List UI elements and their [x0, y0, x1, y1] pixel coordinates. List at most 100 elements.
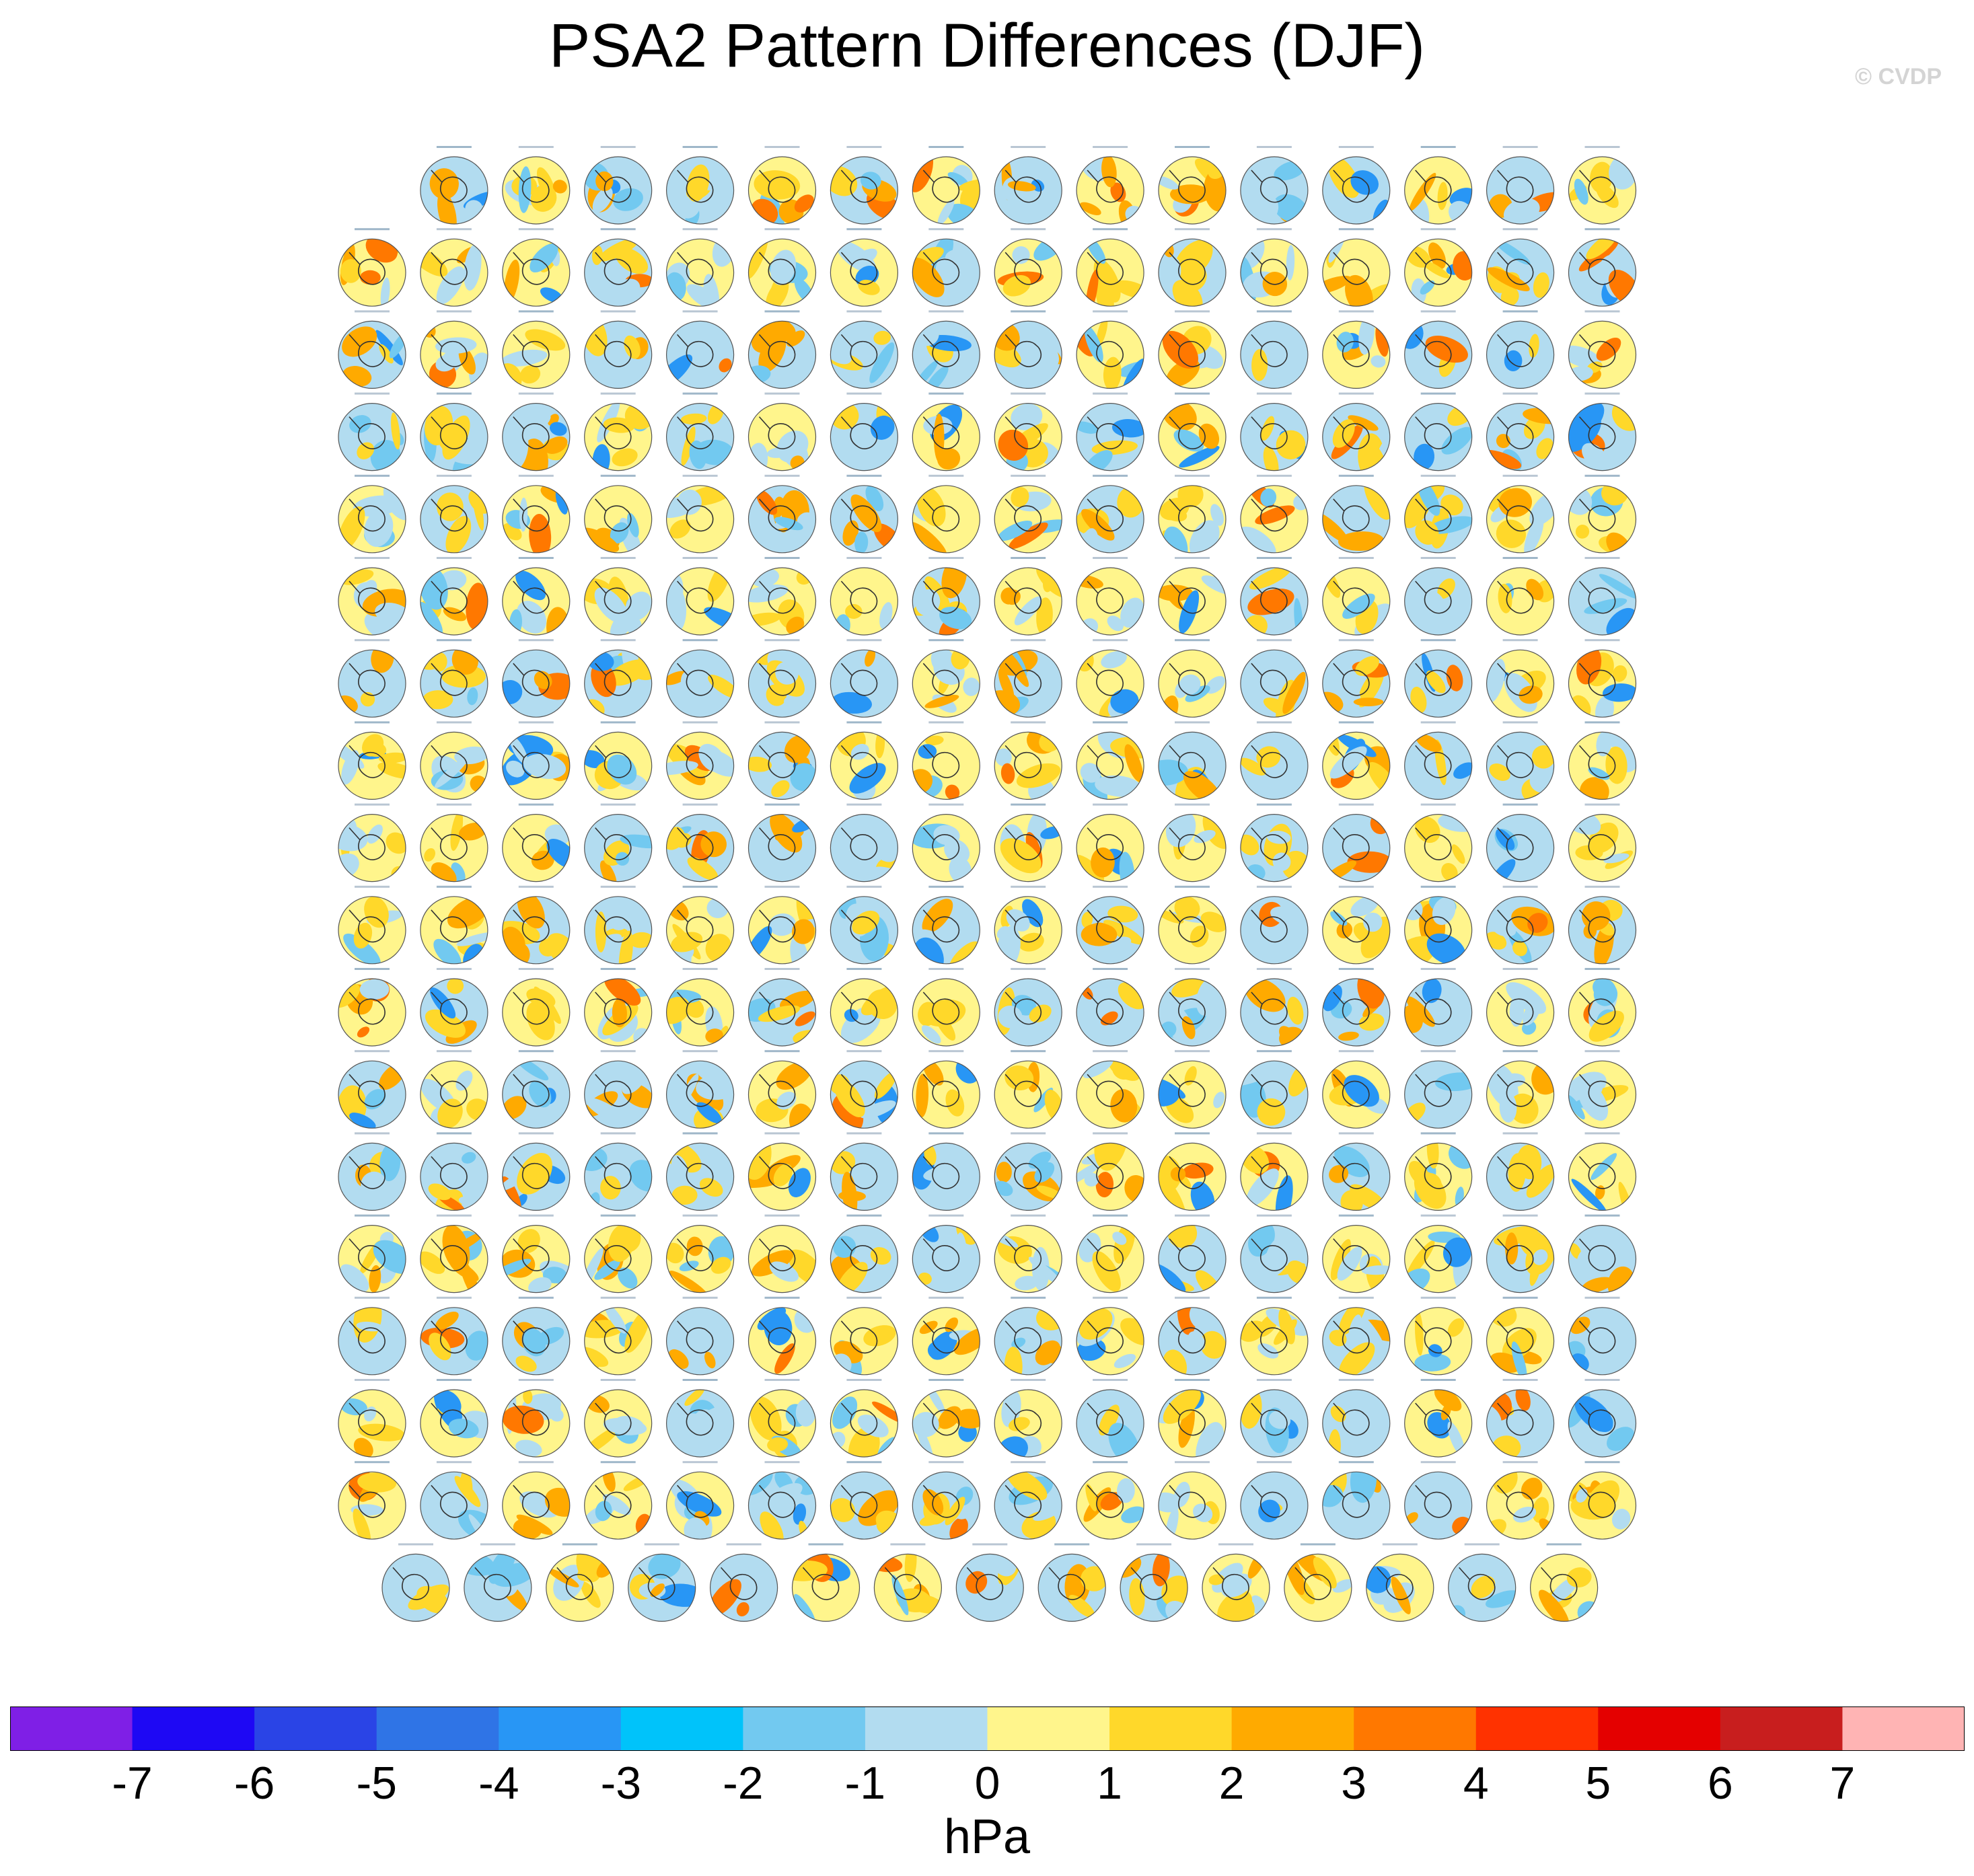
- positive-anomaly: [1516, 1145, 1542, 1180]
- panel-caption: [890, 1543, 926, 1546]
- coastline: [1377, 1567, 1414, 1600]
- positive-anomaly: [358, 1423, 405, 1441]
- panel-caption: [1011, 968, 1046, 970]
- colorbar-tick-label: -1: [844, 1758, 886, 1809]
- positive-anomaly: [1002, 275, 1031, 297]
- map-panel: [747, 803, 817, 883]
- panel-border: [747, 1307, 817, 1376]
- map-panel: [1568, 803, 1637, 883]
- negative-anomaly: [465, 1330, 488, 1361]
- panel-caption: [600, 721, 636, 724]
- positive-anomaly: [1532, 1497, 1549, 1523]
- map-panel: [1404, 1214, 1473, 1293]
- coastline: [840, 1320, 878, 1354]
- coastline: [1333, 909, 1370, 943]
- panel-border: [912, 1389, 980, 1458]
- positive-anomaly: [1000, 838, 1041, 874]
- coastline: [1169, 991, 1206, 1025]
- positive-anomaly: [1496, 519, 1527, 548]
- map-panel: [1240, 146, 1309, 225]
- positive-anomaly: [1004, 1347, 1023, 1375]
- panel-caption: [846, 1050, 882, 1053]
- panel-caption: [1093, 1214, 1128, 1217]
- panel-border: [1240, 896, 1309, 965]
- positive-anomaly: [873, 330, 891, 345]
- negative-anomaly: [1336, 332, 1354, 352]
- panel-border: [665, 731, 735, 800]
- coastline: [1169, 580, 1206, 614]
- map-panel: [502, 721, 571, 800]
- panel-caption: [1093, 885, 1128, 888]
- negative-anomaly: [1582, 1073, 1604, 1102]
- panel-caption: [600, 146, 636, 148]
- map-panel: [1158, 1296, 1227, 1376]
- panel-border: [1158, 1307, 1227, 1376]
- map-panel: [830, 885, 899, 965]
- map-panel: [747, 146, 817, 225]
- panel-caption: [355, 1214, 390, 1217]
- panel-caption: [355, 557, 390, 559]
- panel-border: [747, 1060, 817, 1129]
- positive-anomaly: [1336, 922, 1353, 939]
- panel-caption: [928, 1132, 964, 1135]
- map-panel: [747, 1050, 817, 1129]
- panel-border: [912, 1060, 980, 1129]
- negative-anomaly: [340, 1264, 369, 1292]
- coastline: [431, 909, 468, 943]
- panel-caption: [1502, 885, 1538, 888]
- negative-anomaly: [766, 1483, 803, 1507]
- panel-caption: [846, 721, 882, 724]
- panel-border: [994, 1060, 1062, 1129]
- negative-anomaly: [448, 1156, 482, 1182]
- coastline: [1169, 1074, 1206, 1107]
- coastline: [1169, 1402, 1206, 1436]
- positive-anomaly: [1273, 1319, 1297, 1345]
- positive-anomaly: [1081, 911, 1093, 928]
- coastline: [677, 334, 714, 367]
- coastline: [1251, 663, 1288, 696]
- panel-border: [1076, 1307, 1144, 1376]
- panel-border: [994, 731, 1062, 800]
- positive-anomaly: [1085, 1483, 1097, 1511]
- negative-anomaly: [610, 522, 629, 543]
- panel-caption: [1338, 639, 1374, 642]
- panel-border: [1322, 1307, 1391, 1376]
- panel-border: [994, 238, 1062, 307]
- coastline: [431, 334, 468, 367]
- map-panel: [1202, 1543, 1270, 1622]
- positive-anomaly: [1515, 1390, 1531, 1411]
- coastline: [1415, 252, 1452, 285]
- panel-border: [1322, 567, 1391, 636]
- panel-caption: [1093, 392, 1128, 395]
- map-panel: [1486, 639, 1555, 718]
- panel-border: [665, 1224, 735, 1293]
- map-panel: [1486, 228, 1555, 307]
- colorbar-bin-15: [1842, 1706, 1965, 1751]
- coastline: [1251, 909, 1288, 943]
- panel-caption: [1011, 721, 1046, 724]
- map-panel: [1486, 1379, 1555, 1458]
- negative-anomaly: [679, 366, 709, 387]
- positive-anomaly: [1200, 1330, 1226, 1359]
- negative-anomaly: [1101, 651, 1127, 669]
- map-panel: [1076, 1296, 1144, 1376]
- panel-border: [1076, 978, 1144, 1047]
- positive-anomaly: [552, 180, 567, 194]
- panel-border: [1158, 402, 1227, 472]
- map-panel: [1486, 1132, 1555, 1211]
- map-panel: [912, 1379, 980, 1458]
- positive-anomaly: [996, 1162, 1012, 1183]
- negative-anomaly: [1568, 403, 1605, 440]
- coastline: [721, 1567, 758, 1600]
- map-panel: [1322, 228, 1391, 307]
- negative-anomaly: [364, 1089, 386, 1110]
- panel-border: [502, 402, 571, 472]
- panel-caption: [808, 1543, 844, 1546]
- positive-anomaly: [531, 850, 554, 870]
- negative-anomaly: [1119, 852, 1135, 882]
- coastline: [922, 991, 960, 1025]
- panel-border: [420, 485, 488, 554]
- positive-anomaly: [1415, 520, 1439, 545]
- coastline: [513, 498, 550, 532]
- coastline: [349, 580, 386, 614]
